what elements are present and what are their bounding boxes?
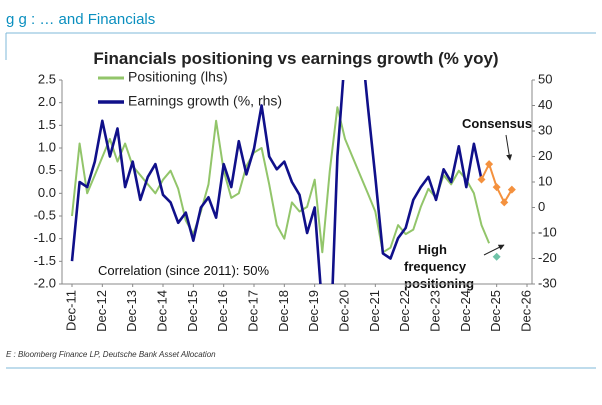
y-tick-label: -1.5 [34,253,56,268]
marker [492,183,501,192]
y-tick-label: 1.0 [38,139,56,154]
series-line [70,80,483,284]
x-tick-label: Dec-19 [306,290,321,332]
header: g g : … and Financials [6,11,155,28]
marker [477,175,486,184]
hf-arrow [483,244,505,256]
legend-label: Positioning (lhs) [128,69,228,85]
x-tick-label: Dec-22 [397,290,412,332]
y-tick-label: -0.5 [34,207,56,222]
marker [492,252,501,261]
x-tick-label: Dec-18 [276,290,291,332]
y2-tick-label: -10 [538,224,557,239]
y2-tick-label: 20 [538,148,552,163]
consensus-label: Consensus [462,116,532,131]
x-tick-label: Dec-17 [245,290,260,332]
y2-tick-label: 10 [538,173,552,188]
y-tick-label: 0.5 [38,162,56,177]
marker [500,198,509,207]
hf-line: High [418,242,447,257]
y2-tick-label: 0 [538,199,545,214]
y2-tick-label: -30 [538,275,557,290]
consensus-arrow [505,134,513,161]
marker [507,185,516,194]
source: E : Bloomberg Finance LP, Deutsche Bank … [6,350,216,359]
y-tick-label: 1.5 [38,117,56,132]
x-tick-label: Dec-14 [154,290,169,332]
y-tick-label: -2.0 [34,275,56,290]
x-tick-label: Dec-20 [336,290,351,332]
y2-tick-label: 30 [538,122,552,137]
x-tick-label: Dec-12 [94,290,109,332]
x-tick-label: Dec-13 [124,290,139,332]
plot-area [70,80,516,284]
y2-tick-label: 40 [538,97,552,112]
y-tick-label: -1.0 [34,230,56,245]
correlation-note: Correlation (since 2011): 50% [98,263,269,278]
x-tick-label: Dec-26 [518,290,533,332]
y2-tick-label: -20 [538,250,557,265]
x-tick-label: Dec-21 [367,290,382,332]
y-tick-label: 0.0 [38,185,56,200]
x-tick-label: Dec-16 [215,290,230,332]
x-tick-label: Dec-25 [488,290,503,332]
x-tick-label: Dec-15 [185,290,200,332]
y-tick-label: 2.0 [38,94,56,109]
hf-line: frequency [404,259,467,274]
y-tick-label: 2.5 [38,71,56,86]
x-tick-label: Dec-24 [458,290,473,332]
series-line [71,106,491,254]
y2-tick-label: 50 [538,71,552,86]
chart-title: Financials positioning vs earnings growt… [93,49,498,68]
legend-label: Earnings growth (%, rhs) [128,93,282,109]
marker [485,160,494,169]
x-tick-label: Dec-23 [427,290,442,332]
x-tick-label: Dec-11 [63,290,78,331]
